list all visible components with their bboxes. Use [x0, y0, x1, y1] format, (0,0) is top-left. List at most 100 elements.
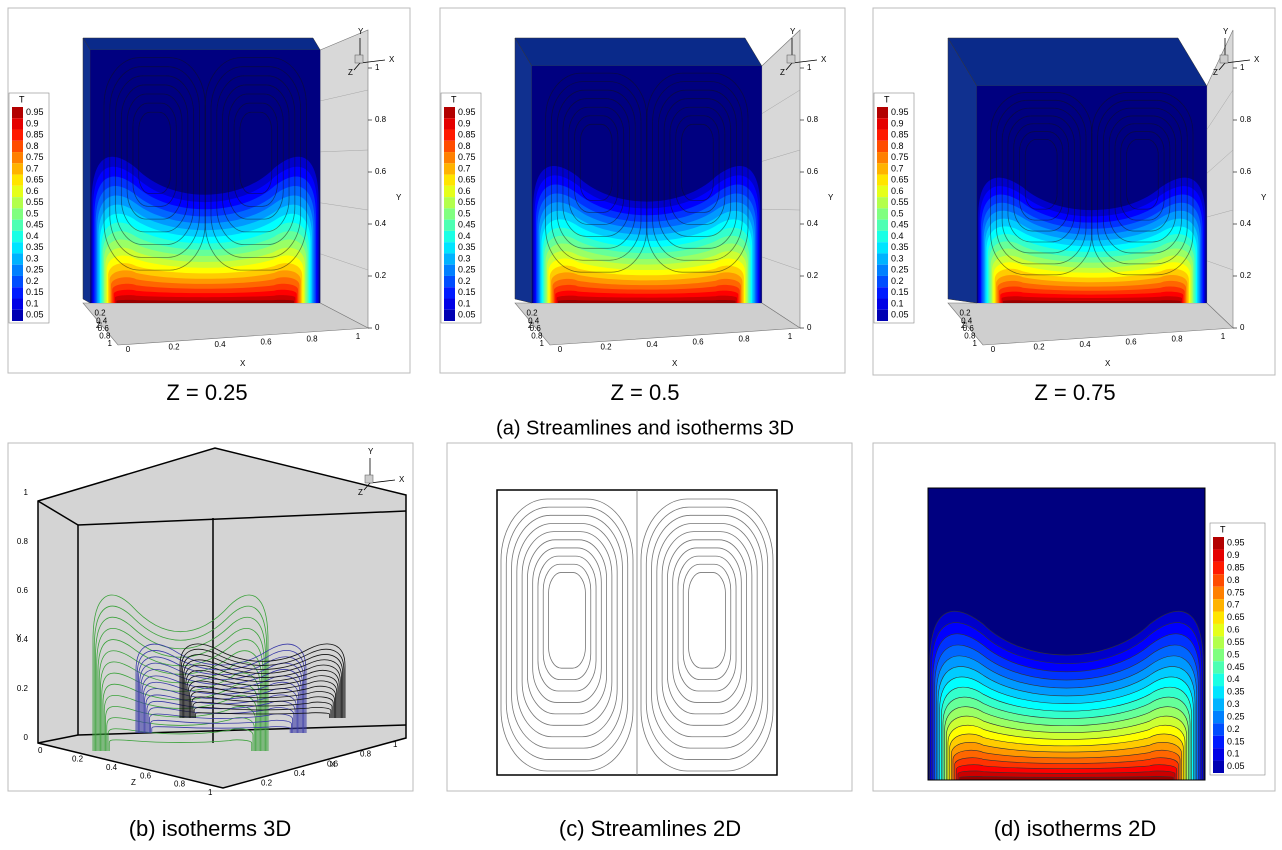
z-tick-label: 0 [38, 746, 43, 755]
colorbar-swatch [877, 118, 888, 130]
colorbar-swatch [12, 140, 23, 153]
colorbar-label: 0.6 [891, 186, 904, 196]
triad-axis [791, 59, 818, 64]
streamline [216, 75, 296, 246]
colorbar-swatch [12, 118, 23, 130]
colorbar-label: 0.4 [1227, 674, 1240, 684]
wall-grid [761, 149, 801, 162]
isotherm-band [959, 776, 1174, 781]
colorbar-swatch [12, 298, 23, 310]
colorbar-swatch [444, 208, 455, 220]
x-axis-label: X [672, 359, 678, 368]
triad-label: Y [790, 27, 796, 36]
colorbar-label: 0.65 [26, 175, 44, 185]
isotherm-line [136, 650, 306, 733]
triad-label: X [821, 55, 827, 64]
isotherm-line [93, 605, 268, 751]
colorbar-swatch [12, 253, 23, 265]
z-tick-label: 0.6 [140, 771, 152, 780]
colorbar-label: 0.8 [891, 141, 904, 151]
wall-grid [1206, 149, 1234, 174]
colorbar-swatch [12, 230, 23, 243]
colorbar-swatch [12, 242, 23, 254]
streamline [505, 506, 629, 760]
isotherm-line [148, 713, 294, 733]
streamline [516, 523, 618, 738]
streamline [657, 89, 737, 249]
triad-label: Y [368, 447, 374, 456]
left-face [514, 37, 533, 304]
colorbar-label: 0.5 [891, 208, 904, 218]
triad-axis [369, 479, 396, 484]
colorbar-label: 0.45 [891, 220, 909, 230]
colorbar-label: 0.7 [891, 163, 904, 173]
z-tick-label: 0.6 [963, 324, 975, 333]
isotherm-line [187, 680, 338, 718]
colorbar-label: 0.15 [1227, 736, 1245, 746]
triad-box [364, 474, 374, 484]
colorbar-label: 0.85 [458, 130, 476, 140]
z-tick-label: 0.8 [964, 332, 976, 341]
colorbar-label: 0.2 [26, 276, 39, 286]
z-tick-label: 0.6 [98, 324, 110, 333]
isotherm-line [138, 656, 304, 733]
panel: 000.20.20.20.40.40.40.60.60.60.80.80.811… [439, 7, 846, 374]
colorbar-label: 0.25 [891, 265, 909, 275]
colorbar-label: 0.75 [458, 152, 476, 162]
isotherm-line [151, 726, 291, 733]
streamline [652, 81, 743, 261]
left-face [947, 37, 978, 304]
triad-axis [363, 482, 371, 491]
top-face [514, 37, 763, 67]
x-tick-label: 0.8 [1171, 335, 1183, 344]
colorbar-swatch [877, 140, 888, 153]
wall-grid [1206, 209, 1234, 218]
colorbar-label: 0.7 [1227, 600, 1240, 610]
wall-grid [320, 253, 369, 271]
y-axis-label: Y [16, 633, 22, 642]
streamline [1007, 115, 1075, 243]
colorbar-label: 0.65 [1227, 612, 1245, 622]
isotherm-line [189, 685, 336, 718]
isotherm-line [194, 712, 331, 718]
z-tick-label: 1 [108, 339, 113, 348]
x-tick-label: 0.2 [168, 343, 180, 352]
z-tick-label: 0.4 [528, 316, 540, 325]
z-tick-label: 0.2 [94, 309, 106, 318]
triad-axis [353, 62, 361, 71]
colorbar-label: 0.35 [891, 242, 909, 252]
colorbar-label: 0.1 [891, 298, 904, 308]
colorbar-label: 0.1 [1227, 749, 1240, 759]
streamline [132, 102, 177, 207]
colorbar-title: T [19, 94, 25, 104]
colorbar-label: 0.65 [891, 175, 909, 185]
colorbar-label: 0.9 [891, 118, 904, 128]
isotherm-line [181, 654, 344, 718]
triad-label: Z [1213, 68, 1218, 77]
colorbar-swatch [444, 287, 455, 299]
colorbar-label: 0.05 [891, 310, 909, 320]
y-tick-label: 1 [807, 63, 812, 72]
colorbar-swatch [877, 219, 888, 231]
y-tick-label: 0.6 [807, 167, 819, 176]
x-tick-label: 0.6 [692, 337, 704, 346]
colorbar-label: 0.75 [891, 152, 909, 162]
y-tick-label: 0.8 [1240, 115, 1252, 124]
x-tick-label: 0 [558, 345, 563, 354]
colorbar-swatch [444, 230, 455, 243]
colorbar-label: 0.5 [26, 208, 39, 218]
isotherm-line [92, 594, 269, 751]
triad-label: Z [358, 488, 363, 497]
streamline [646, 72, 749, 273]
colorbar-label: 0.7 [458, 163, 471, 173]
colorbar-label: 0.4 [891, 231, 904, 241]
x-tick-label: 1 [393, 740, 398, 749]
colorbar-label: 0.8 [1227, 575, 1240, 585]
colorbar-swatch [12, 275, 23, 288]
x-tick-label: 0.2 [1033, 343, 1045, 352]
colorbar-swatch [1213, 537, 1224, 550]
y-tick-label: 0 [1240, 323, 1245, 332]
y-tick-label: 0.4 [17, 635, 29, 644]
colorbar-label: 0.2 [1227, 724, 1240, 734]
streamline [537, 555, 597, 692]
